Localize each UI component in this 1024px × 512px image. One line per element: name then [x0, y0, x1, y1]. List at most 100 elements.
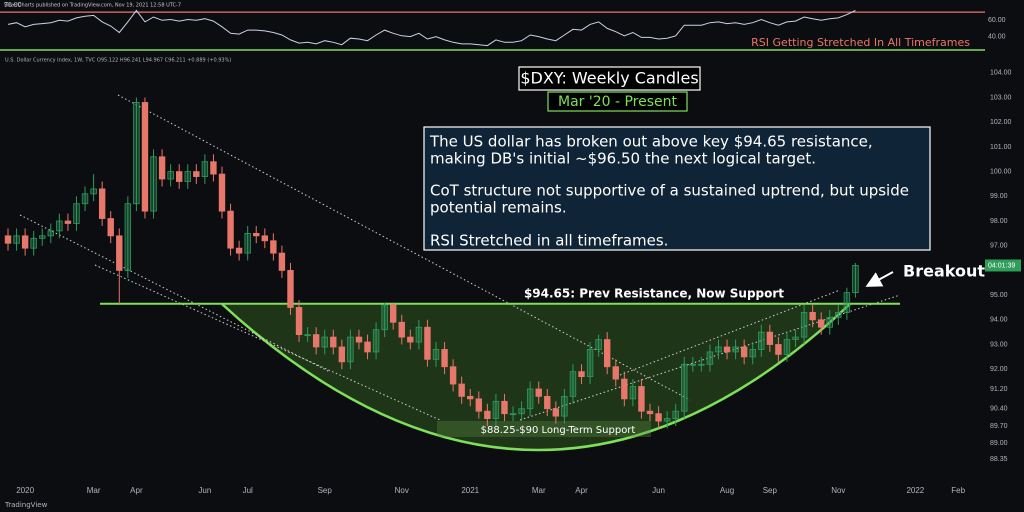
x-tick-label: 2022: [906, 486, 924, 495]
candle-body: [492, 400, 500, 420]
candle-body: [449, 366, 457, 385]
candle-body: [398, 321, 405, 338]
candle-body: [227, 210, 234, 249]
rsi-annotation: RSI Getting Stretched In All Timeframes: [751, 36, 970, 49]
candle-body: [261, 235, 268, 242]
candle-body: [586, 349, 594, 378]
candle-body: [407, 336, 414, 343]
note-box: [423, 126, 931, 251]
candle-body: [526, 388, 534, 410]
candle-body: [509, 413, 517, 416]
candle-body: [809, 311, 816, 321]
candle-body: [629, 386, 637, 400]
candle-body: [612, 366, 619, 380]
candle-body: [681, 363, 688, 412]
candle-body: [604, 339, 611, 368]
candle-body: [218, 173, 226, 212]
candle-body: [21, 235, 29, 249]
candle-body: [484, 410, 491, 420]
candle-body: [544, 395, 551, 410]
x-tick-label: Sep: [318, 486, 333, 495]
candle-body: [56, 220, 63, 232]
candle-body: [578, 371, 585, 378]
candle-body: [467, 395, 474, 400]
candle-body: [783, 339, 791, 355]
x-tick-label: Jun: [198, 486, 211, 495]
candle-body: [792, 336, 799, 340]
candle-body: [835, 311, 842, 318]
subtitle-box: [547, 91, 688, 112]
y-tick-label: 102.00: [990, 119, 1012, 126]
x-tick-label: Apr: [575, 486, 588, 495]
candle-body: [826, 316, 833, 328]
y-tick-label: 60.00: [988, 17, 1006, 24]
candle-body: [638, 386, 645, 412]
publisher: SilverCharts published on TradingView.co…: [4, 3, 181, 9]
candle-body: [81, 193, 89, 205]
y-tick-label: 90.40: [990, 406, 1008, 413]
candle-body: [116, 235, 123, 271]
x-tick-label: Apr: [130, 486, 143, 495]
candle-body: [133, 102, 140, 205]
candle-body: [501, 400, 508, 415]
candle-body: [441, 349, 448, 368]
candle-body: [749, 349, 756, 358]
candle-body: [13, 235, 20, 244]
y-tick-label: 99.00: [990, 193, 1008, 200]
y-tick-label: 103.00: [990, 94, 1012, 101]
candle-body: [595, 339, 602, 350]
rsi-line: [7, 9, 856, 47]
y-tick-label: 104.00: [990, 70, 1012, 77]
candle-body: [158, 156, 166, 180]
countdown-tag: [985, 259, 1021, 272]
breakout-label: Breakout: [903, 262, 985, 281]
candle-body: [723, 346, 731, 353]
candle-body: [39, 235, 46, 239]
footer: TradingView: [4, 501, 48, 509]
y-tick-label: 92.00: [990, 366, 1008, 373]
chart-subtitle: Mar '20 - Present: [558, 94, 678, 110]
y-tick-label: 89.70: [990, 423, 1008, 430]
rsi-panel: 70.00 60.00 40.00 RSI Getting Stretched In …: [0, 2, 1006, 49]
candle-body: [73, 203, 80, 224]
y-tick-label: 88.35: [990, 456, 1008, 463]
x-tick-label: Jul: [243, 486, 253, 495]
candle-body: [364, 341, 371, 353]
candle-body: [193, 171, 200, 177]
candle-body: [706, 351, 714, 365]
candle-body: [244, 232, 251, 254]
candle-body: [715, 346, 722, 353]
support-label: $94.65: Prev Resistance, Now Support: [524, 286, 784, 300]
y-tick-label: 97.00: [990, 243, 1008, 250]
x-tick-label: 2020: [16, 486, 34, 495]
candle-body: [415, 326, 423, 343]
x-tick-label: Jun: [652, 486, 665, 495]
note-line: RSI Stretched in all timeframes.: [430, 232, 668, 250]
candle-body: [381, 304, 388, 331]
breakout-arrow: [865, 271, 894, 287]
candle-body: [655, 413, 662, 422]
countdown: 04:01:39: [988, 262, 1015, 269]
y-tick-label: 95.00: [990, 292, 1008, 299]
candle-body: [843, 292, 851, 313]
candle-body: [766, 331, 774, 345]
candle-body: [312, 334, 320, 348]
candle-body: [740, 346, 748, 358]
cup-curve: [221, 303, 851, 452]
candle-body: [295, 307, 303, 336]
y-tick-label: 89.00: [990, 440, 1008, 447]
candle-body: [321, 336, 328, 348]
candle-body: [4, 235, 12, 244]
candle-body: [621, 378, 628, 400]
y-tick-label: 101.00: [990, 144, 1012, 151]
candle-body: [561, 395, 568, 417]
candle-body: [432, 349, 440, 360]
candle-body: [458, 383, 465, 397]
candle-body: [210, 161, 217, 175]
chart-title: $DXY: Weekly Candles: [520, 69, 698, 88]
candle-body: [338, 346, 346, 363]
title-box: [518, 66, 701, 91]
candle-body: [184, 171, 191, 182]
x-tick-label: Nov: [831, 486, 845, 495]
